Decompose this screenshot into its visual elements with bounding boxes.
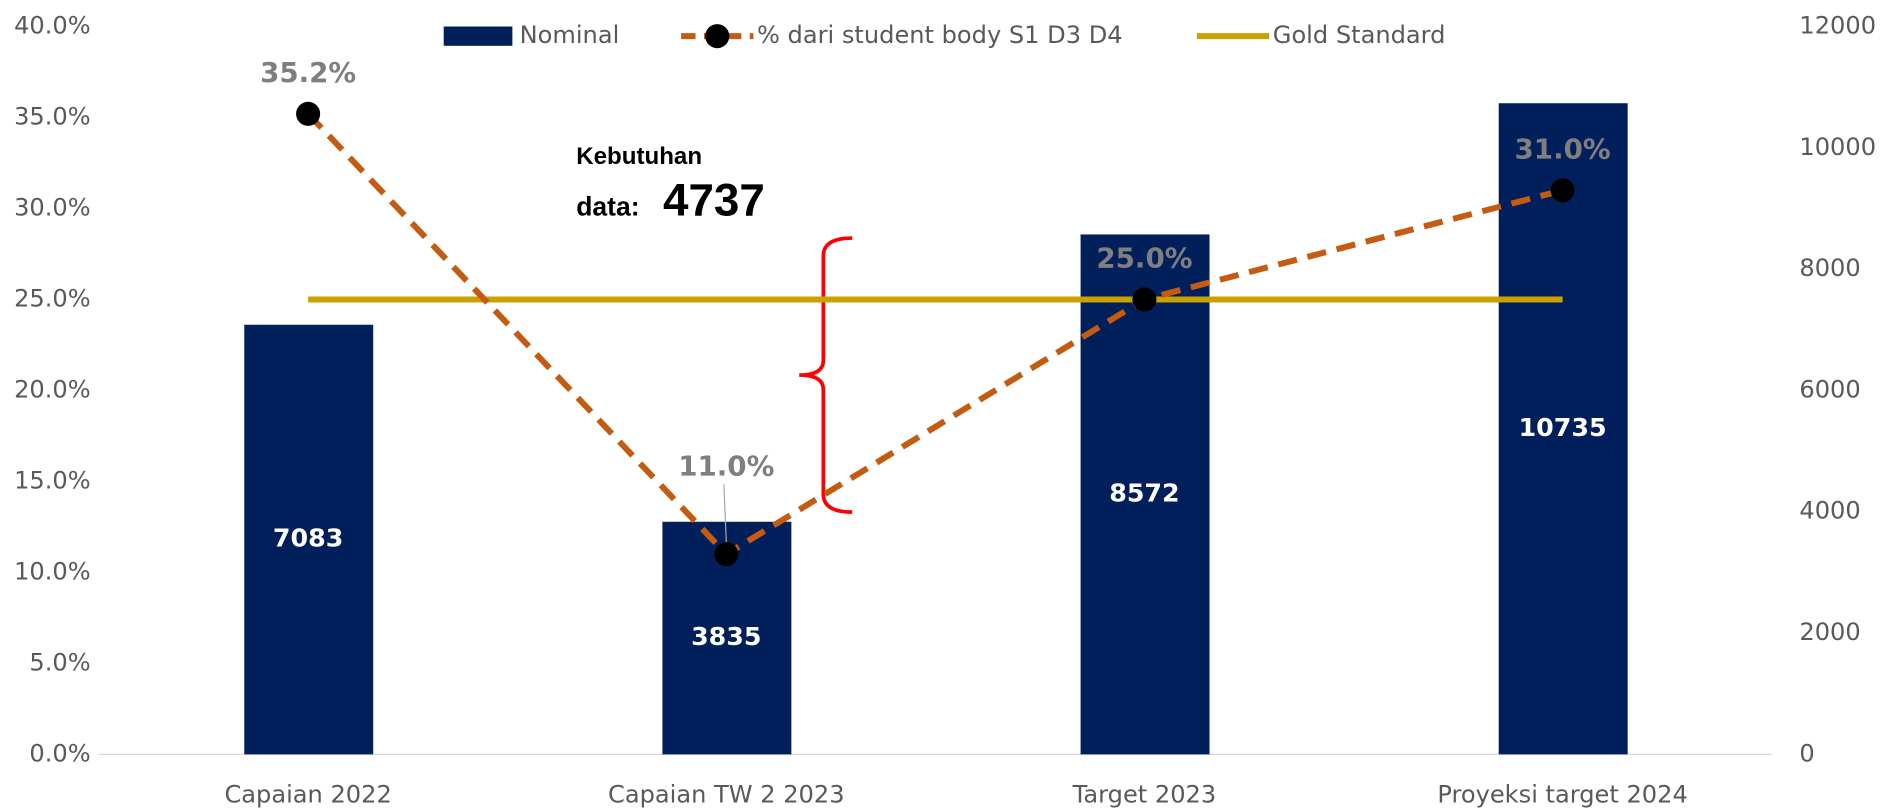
bar-value-label: 8572 xyxy=(1109,478,1179,507)
annotation-value: 4737 xyxy=(663,175,765,226)
annotation-text: data: xyxy=(576,191,639,221)
y-tick-label: 40.0% xyxy=(14,12,91,40)
legend-label: % dari student body S1 D3 D4 xyxy=(757,21,1123,49)
y-tick-label: 5.0% xyxy=(29,648,90,676)
annotation-box xyxy=(554,130,790,266)
legend-marker xyxy=(705,24,730,49)
marker xyxy=(296,101,321,126)
bar-value-label: 7083 xyxy=(273,524,343,553)
y2-tick-label: 0 xyxy=(1799,739,1814,767)
x-tick-label: Capaian TW 2 2023 xyxy=(608,780,845,808)
y2-tick-label: 6000 xyxy=(1799,375,1860,403)
bar xyxy=(1080,234,1210,755)
y-tick-label: 10.0% xyxy=(14,557,91,585)
x-tick-label: Capaian 2022 xyxy=(224,780,391,808)
y2-tick-label: 8000 xyxy=(1799,254,1860,282)
x-tick-label: Target 2023 xyxy=(1072,780,1217,808)
marker xyxy=(1132,287,1157,312)
y-tick-label: 25.0% xyxy=(14,284,91,312)
data-label: 31.0% xyxy=(1515,133,1611,166)
data-label: 35.2% xyxy=(260,56,356,89)
legend-swatch xyxy=(443,26,513,46)
leader-line xyxy=(723,484,727,543)
y-tick-label: 35.0% xyxy=(14,102,91,130)
brace xyxy=(799,236,853,514)
legend-label: Gold Standard xyxy=(1273,21,1446,49)
y-tick-label: 20.0% xyxy=(14,375,91,403)
y2-tick-label: 4000 xyxy=(1799,497,1860,525)
bar-value-label: 10735 xyxy=(1519,413,1607,442)
marker xyxy=(714,542,739,567)
y-tick-label: 30.0% xyxy=(14,193,91,221)
y-tick-label: 0.0% xyxy=(29,739,90,767)
data-label: 11.0% xyxy=(678,449,774,482)
x-tick-label: Proyeksi target 2024 xyxy=(1437,780,1687,808)
y2-tick-label: 12000 xyxy=(1799,12,1876,40)
marker xyxy=(1550,178,1575,203)
legend-label: Nominal xyxy=(520,21,620,49)
bar xyxy=(244,324,374,755)
bar-value-label: 3835 xyxy=(691,622,761,651)
y2-tick-label: 10000 xyxy=(1799,133,1876,161)
y2-tick-label: 2000 xyxy=(1799,618,1860,646)
line xyxy=(305,111,1564,559)
data-label: 25.0% xyxy=(1096,242,1192,275)
bar xyxy=(1498,103,1628,755)
annotation-text: Kebutuhan xyxy=(576,143,702,170)
y-tick-label: 15.0% xyxy=(14,466,91,494)
